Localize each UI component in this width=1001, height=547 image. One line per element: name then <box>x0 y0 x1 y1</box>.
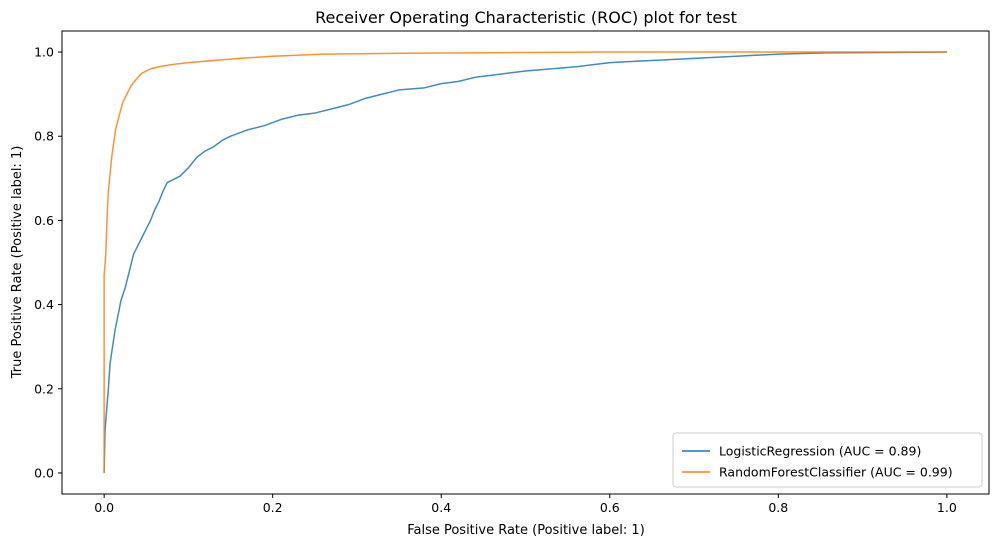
y-tick-label: 1.0 <box>34 45 54 60</box>
legend: LogisticRegression (AUC = 0.89) RandomFor… <box>672 432 983 488</box>
y-tick-label: 0.2 <box>34 381 54 396</box>
chart-title: Receiver Operating Characteristic (ROC) … <box>315 8 737 27</box>
x-tick-label: 0.6 <box>600 500 620 515</box>
y-axis-label: True Positive Rate (Positive label: 1) <box>10 146 25 380</box>
x-tick-label: 1.0 <box>937 500 957 515</box>
series-layer <box>103 51 947 473</box>
x-tick-label: 0.2 <box>263 500 283 515</box>
y-tick-label: 0.8 <box>34 129 54 144</box>
y-tick-label: 0.4 <box>34 297 54 312</box>
legend-box <box>672 432 983 488</box>
x-tick-label: 0.8 <box>768 500 788 515</box>
y-axis-ticks: 0.0 0.2 0.4 0.6 0.8 1.0 <box>34 45 62 480</box>
y-tick-label: 0.0 <box>34 465 54 480</box>
legend-label-0: LogisticRegression (AUC = 0.89) <box>719 444 921 459</box>
legend-label-1: RandomForestClassifier (AUC = 0.99) <box>719 465 953 480</box>
x-axis-ticks: 0.0 0.2 0.4 0.6 0.8 1.0 <box>94 494 957 515</box>
plot-frame <box>61 30 990 495</box>
plot-area: 0.0 0.2 0.4 0.6 0.8 1.0 0.0 0.2 0.4 0.6 0.8 1.0 <box>34 30 990 515</box>
series-line-0 <box>103 51 947 473</box>
x-tick-label: 0.4 <box>431 500 451 515</box>
series-line-1 <box>103 51 947 473</box>
x-tick-label: 0.0 <box>94 500 114 515</box>
x-axis-label: False Positive Rate (Positive label: 1) <box>407 523 645 538</box>
y-tick-label: 0.6 <box>34 213 54 228</box>
